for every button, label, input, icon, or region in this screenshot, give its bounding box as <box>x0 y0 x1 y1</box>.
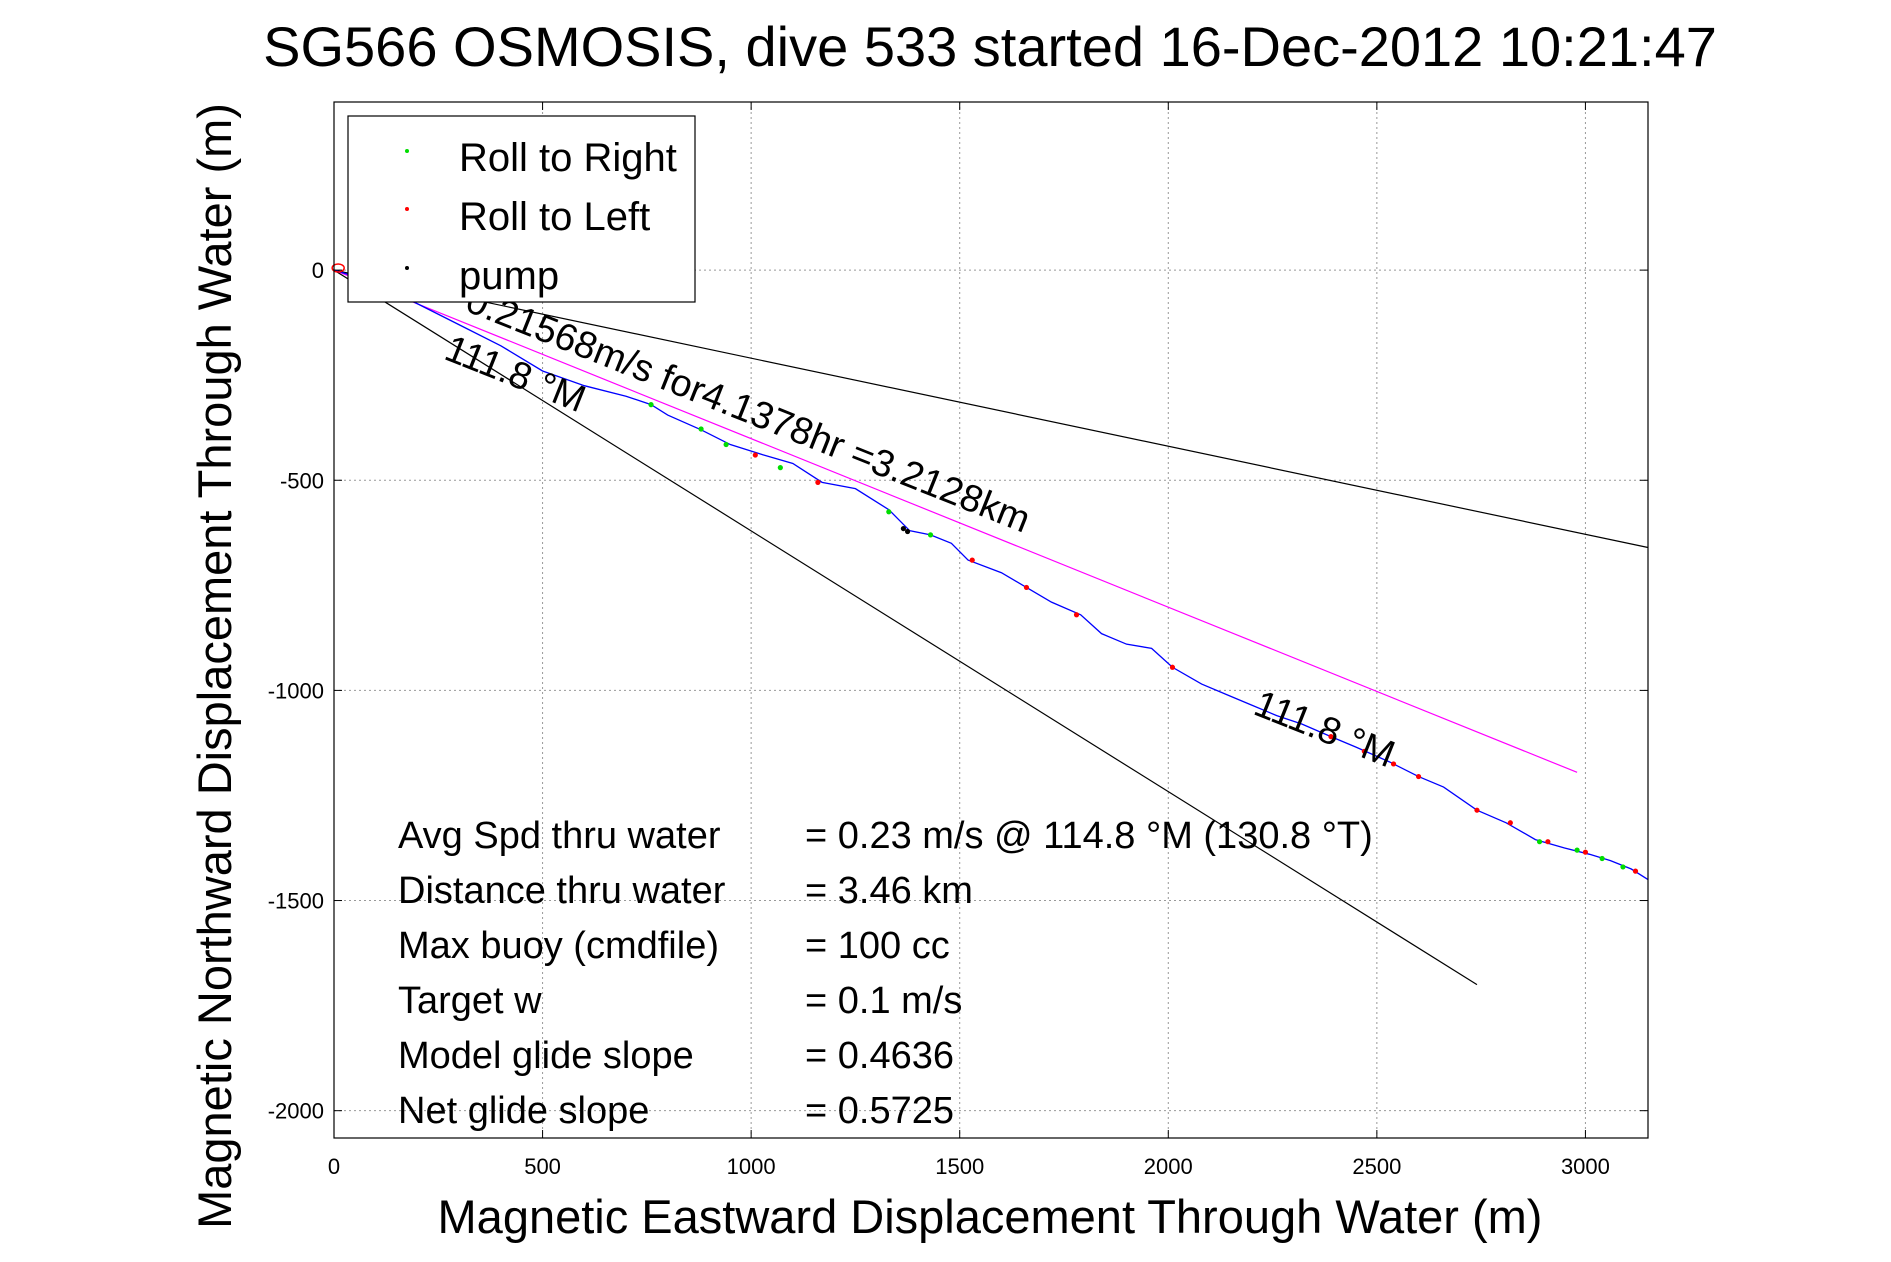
roll-right-point <box>698 426 704 432</box>
stat-label: Model glide slope <box>398 1035 694 1077</box>
roll-left-point <box>1023 584 1030 591</box>
track-line <box>333 269 1649 881</box>
stat-value: = 100 cc <box>805 925 950 967</box>
axis-ticks: 0 500 1000 1500 2000 2500 3000 0 -500 -1000 -1500 -… <box>268 102 1648 1179</box>
roll-left-point <box>1073 612 1080 618</box>
roll-right-point <box>886 509 892 515</box>
start-loop <box>331 263 345 273</box>
roll-left-point <box>1415 773 1422 780</box>
reference-line <box>333 269 1478 986</box>
y-tick-label: 0 <box>312 258 324 283</box>
roll-left-point <box>1390 761 1397 767</box>
x-tick-label: 2000 <box>1144 1154 1193 1179</box>
roll-right-point <box>1599 855 1605 862</box>
heading-line <box>333 269 1578 773</box>
roll-right-point <box>648 402 654 408</box>
y-tick-label: -1500 <box>268 889 324 914</box>
marker-group <box>331 263 1639 874</box>
x-tick-label: 1500 <box>935 1154 984 1179</box>
track-group <box>333 269 1649 881</box>
roll-left-point <box>1545 839 1551 845</box>
heading-line-group <box>333 269 1578 773</box>
legend-label-roll-right: Roll to Right <box>459 136 677 180</box>
y-axis-label: Magnetic Northward Displacement Through … <box>188 103 241 1229</box>
stat-value: = 3.46 km <box>805 870 973 912</box>
x-tick-label: 1000 <box>727 1154 776 1179</box>
x-axis-label: Magnetic Eastward Displacement Through W… <box>438 1190 1543 1243</box>
stat-label: Distance thru water <box>398 870 726 912</box>
pump-point <box>900 525 907 532</box>
roll-left-point <box>815 479 821 485</box>
stat-label: Target w <box>398 980 542 1022</box>
roll-left-point <box>1582 849 1589 855</box>
stat-label: Avg Spd thru water <box>398 815 721 857</box>
x-tick-label: 3000 <box>1561 1154 1610 1179</box>
roll-right-point <box>723 441 729 448</box>
legend-marker-pump <box>405 266 409 270</box>
roll-left-point <box>969 557 975 563</box>
pump-point <box>904 528 911 535</box>
legend-label-pump: pump <box>459 254 559 298</box>
reference-line <box>333 269 1649 549</box>
roll-right-point <box>927 532 934 538</box>
roll-left-point <box>1328 734 1334 740</box>
chart-title: SG566 OSMOSIS, dive 533 started 16-Dec-2… <box>263 15 1717 78</box>
legend: Roll to Right Roll to Left pump <box>347 115 696 303</box>
legend-marker-roll-right <box>405 149 409 153</box>
legend-marker-roll-left <box>405 207 409 211</box>
roll-left-point <box>1169 664 1176 670</box>
x-tick-label: 0 <box>328 1154 340 1179</box>
x-tick-label: 500 <box>524 1154 561 1179</box>
stat-value: = 0.23 m/s @ 114.8 °M (130.8 °T) <box>805 815 1373 857</box>
stat-label: Net glide slope <box>398 1090 649 1132</box>
roll-right-point <box>1574 847 1580 853</box>
grid-lines <box>334 102 1648 1138</box>
roll-left-point <box>1632 868 1639 874</box>
stats-block: Avg Spd thru water = 0.23 m/s @ 114.8 °M … <box>398 815 1373 1132</box>
y-tick-label: -1000 <box>268 678 324 703</box>
stat-label: Max buoy (cmdfile) <box>398 925 719 967</box>
stat-value: = 0.1 m/s <box>805 980 962 1022</box>
roll-left-point <box>1507 820 1513 826</box>
y-tick-label: -500 <box>280 468 324 493</box>
stat-value: = 0.4636 <box>805 1035 954 1077</box>
roll-left-point <box>1361 748 1367 754</box>
x-tick-label: 2500 <box>1352 1154 1401 1179</box>
roll-left-point <box>752 452 758 458</box>
plot-frame <box>333 101 1649 1139</box>
y-tick-label: -2000 <box>268 1099 324 1124</box>
reference-lines <box>333 269 1649 986</box>
roll-right-point <box>777 465 783 471</box>
stat-value: = 0.5725 <box>805 1090 954 1132</box>
roll-right-point <box>1620 864 1626 870</box>
legend-label-roll-left: Roll to Left <box>459 195 650 239</box>
roll-left-point <box>1474 807 1480 813</box>
roll-right-point <box>1536 839 1543 845</box>
